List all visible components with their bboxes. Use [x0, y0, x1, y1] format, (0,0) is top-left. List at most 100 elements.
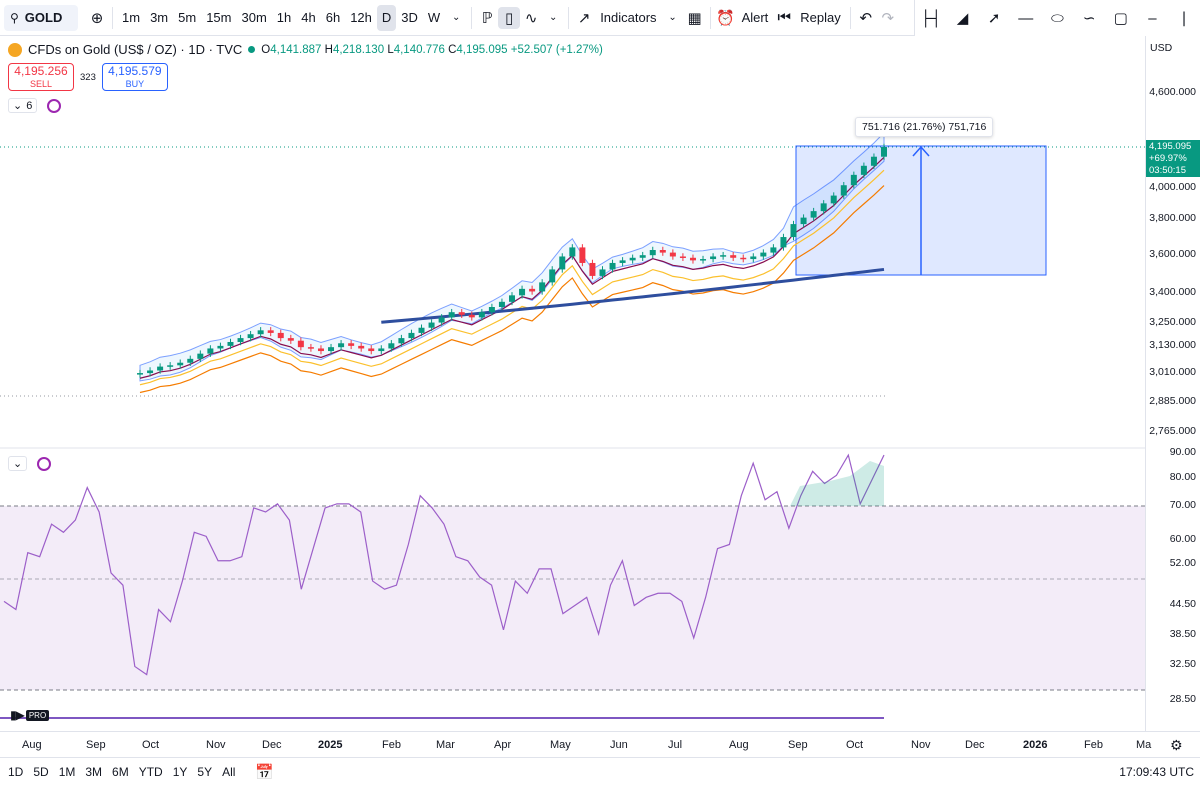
- rsi-tick-label: 52.00: [1169, 557, 1196, 569]
- candle: [770, 247, 777, 253]
- time-tick-label: 2026: [1023, 739, 1048, 751]
- interval-15m[interactable]: 15m: [206, 10, 232, 25]
- vertical-line-icon[interactable]: ∣: [1180, 10, 1188, 27]
- range-5y[interactable]: 5Y: [197, 764, 213, 779]
- currency-selector[interactable]: USD: [1150, 42, 1173, 54]
- chevron-down-icon[interactable]: ⌄: [668, 12, 677, 23]
- interval-d[interactable]: D: [376, 4, 397, 31]
- rectangle-icon[interactable]: ▢: [1113, 10, 1128, 27]
- range-5d[interactable]: 5D: [33, 764, 49, 779]
- measure-tooltip: 751.716 (21.76%) 751,716: [855, 117, 994, 137]
- indicator-legend-toggle: ⌄ 6: [8, 98, 62, 113]
- candle: [317, 348, 324, 352]
- rsi-tick-label: 38.50: [1169, 628, 1196, 640]
- bar-style-icon[interactable]: ℙ: [481, 9, 493, 27]
- candle: [277, 332, 284, 339]
- tradingview-logo: ▮▶ PRO: [10, 708, 50, 722]
- horizontal-line-icon[interactable]: –: [1148, 9, 1157, 27]
- curve-icon[interactable]: ∽: [1082, 10, 1096, 27]
- interval-3d[interactable]: 3D: [401, 10, 418, 25]
- search-icon: ⚲: [10, 10, 19, 25]
- chevron-down-icon[interactable]: ⌄: [451, 12, 461, 23]
- interval-30m[interactable]: 30m: [241, 10, 267, 25]
- candle: [398, 338, 405, 344]
- time-tick-label: May: [550, 739, 571, 751]
- date-price-range-icon[interactable]: ├┤: [920, 9, 942, 27]
- indicators-collapse-button[interactable]: ⌄ 6: [8, 98, 38, 113]
- symbol-title[interactable]: CFDs on Gold (US$ / OZ) · 1D · TVC: [28, 42, 243, 57]
- interval-12h[interactable]: 12h: [350, 10, 372, 25]
- buy-button[interactable]: 4,195.579 BUY: [101, 63, 168, 91]
- candle: [730, 255, 737, 258]
- interval-5m[interactable]: 5m: [178, 10, 197, 25]
- candle: [137, 373, 143, 375]
- range-all[interactable]: All: [222, 764, 236, 779]
- symbol-search[interactable]: ⚲ GOLD: [4, 4, 78, 31]
- pro-badge: PRO: [25, 709, 50, 721]
- indicators-button[interactable]: Indicators: [600, 10, 657, 25]
- candle: [629, 257, 636, 261]
- candle: [408, 332, 415, 339]
- replay-button[interactable]: Replay: [800, 10, 841, 25]
- interval-1m[interactable]: 1m: [122, 10, 141, 25]
- candle: [438, 317, 445, 323]
- candle: [177, 362, 184, 366]
- sync-icon[interactable]: [47, 98, 62, 113]
- triangle-icon[interactable]: ◢: [956, 10, 969, 27]
- line-style-icon[interactable]: ∿: [524, 9, 538, 27]
- rsi-collapse-button[interactable]: ⌄: [8, 456, 28, 471]
- interval-w[interactable]: W: [427, 10, 441, 25]
- price-tick-label: 2,765.000: [1149, 425, 1196, 437]
- candle: [478, 312, 485, 318]
- time-axis[interactable]: Aug Sep Oct Nov Dec 2025 Feb Mar Apr May Jun Jul Aug…: [0, 731, 1200, 757]
- price-tick-label: 3,010.000: [1149, 366, 1196, 378]
- candle: [498, 301, 505, 308]
- range-3m[interactable]: 3M: [85, 764, 103, 779]
- ellipse-icon[interactable]: ⬭: [1051, 9, 1064, 27]
- rsi-legend-toggle: ⌄: [8, 456, 52, 471]
- candle: [197, 353, 204, 359]
- interval-1h[interactable]: 1h: [276, 10, 292, 25]
- range-1d[interactable]: 1D: [8, 764, 24, 779]
- candle: [307, 347, 314, 349]
- candle: [388, 343, 395, 349]
- main-chart[interactable]: [0, 36, 1145, 731]
- layout-grid-icon[interactable]: ▦: [687, 9, 702, 27]
- time-tick-label: Ma: [1136, 739, 1152, 751]
- alert-button[interactable]: Alert: [741, 10, 769, 25]
- interval-4h[interactable]: 4h: [301, 10, 316, 25]
- trend-line-icon[interactable]: ➚: [987, 10, 1001, 27]
- candle-style-icon[interactable]: ▯: [498, 6, 521, 29]
- range-6m[interactable]: 6M: [112, 764, 129, 779]
- time-tick-label: Dec: [262, 739, 282, 751]
- sell-button[interactable]: 4,195.256 SELL: [8, 63, 74, 91]
- candle: [860, 165, 867, 175]
- candle: [217, 345, 224, 349]
- time-tick-label: Nov: [206, 739, 226, 751]
- horizontal-ray-icon[interactable]: —: [1018, 9, 1034, 27]
- undo-icon[interactable]: ↶: [859, 9, 873, 27]
- chevron-down-icon[interactable]: ⌄: [548, 12, 558, 23]
- utc-clock[interactable]: 17:09:43 UTC: [1119, 765, 1194, 779]
- range-1y[interactable]: 1Y: [172, 764, 188, 779]
- compare-plus-icon[interactable]: ⊕: [90, 9, 104, 27]
- spread-value: 323: [80, 71, 96, 83]
- calendar-icon[interactable]: 📅: [255, 763, 274, 781]
- range-list: 1D 5D 1M 3M 6M YTD 1Y 5Y All: [8, 765, 245, 779]
- candle: [810, 211, 817, 218]
- interval-6h[interactable]: 6h: [325, 10, 341, 25]
- alert-clock-icon: ⏰: [716, 9, 735, 27]
- range-ytd[interactable]: YTD: [138, 764, 163, 779]
- divider: [568, 6, 570, 29]
- price-tick-label: 4,000.000: [1149, 181, 1196, 193]
- redo-icon[interactable]: ↷: [881, 9, 895, 27]
- interval-list: 1m 3m 5m 15m 30m 1h 4h 6h 12h D 3D W: [117, 4, 445, 31]
- range-1m[interactable]: 1M: [58, 764, 76, 779]
- candle: [820, 203, 827, 212]
- time-tick-label: Feb: [1084, 739, 1103, 751]
- price-tick-label: 3,800.000: [1149, 212, 1196, 224]
- candle: [428, 322, 435, 328]
- interval-3m[interactable]: 3m: [150, 10, 169, 25]
- sync-icon[interactable]: [37, 456, 52, 471]
- settings-gear-icon[interactable]: ⚙: [1170, 737, 1183, 753]
